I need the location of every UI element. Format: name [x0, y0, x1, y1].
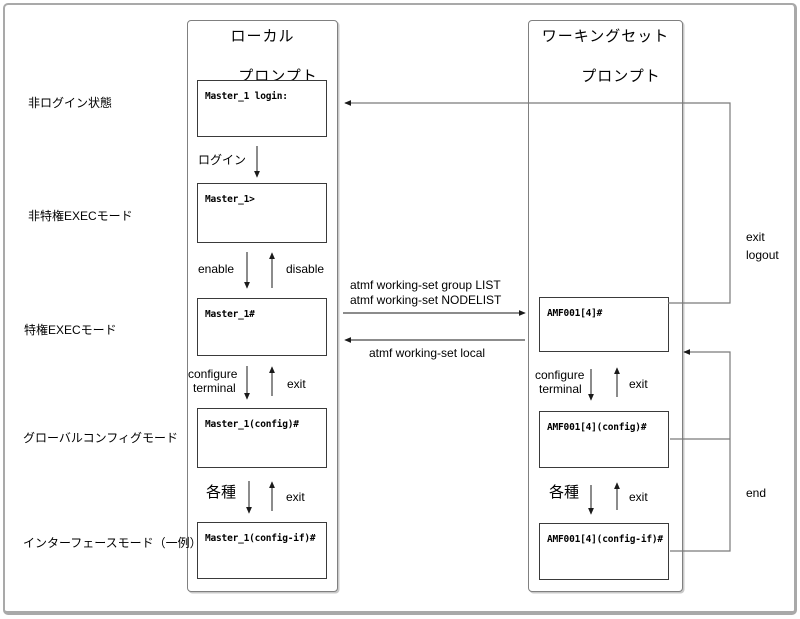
configure-label-ws: configure [535, 368, 585, 382]
mode-label-privileged-exec: 特権EXECモード [24, 323, 117, 337]
enable-label: enable [198, 262, 235, 276]
exit-label-ws-1: exit [629, 377, 648, 391]
configure-label-local: configure [188, 367, 238, 381]
atmf-group-list-label: atmf working-set group LIST [350, 278, 501, 292]
ws-title-line1: ワーキングセット [541, 28, 670, 45]
prompt-box-user-exec: Master_1> [197, 183, 327, 243]
prompt-box-ws-interface: AMF001[4](config-if)# [539, 523, 669, 580]
terminal-label-local: terminal [193, 381, 236, 395]
end-label: end [746, 486, 767, 500]
local-title-line1: ローカル [230, 28, 295, 45]
logout-label-return: logout [746, 248, 779, 262]
prompt-box-interface-mode: Master_1(config-if)# [197, 522, 327, 579]
prompt-box-ws-global-config: AMF001[4](config)# [539, 411, 669, 468]
exit-label-local-1: exit [287, 377, 306, 391]
disable-label: disable [286, 262, 325, 276]
mode-label-not-logged-in: 非ログイン状態 [28, 96, 113, 110]
terminal-label-ws: terminal [539, 382, 582, 396]
login-label: ログイン [198, 153, 247, 167]
various-label-local: 各種 [206, 484, 237, 501]
exit-label-ws-2: exit [629, 490, 648, 504]
prompt-box-login: Master_1 login: [197, 80, 327, 137]
atmf-nodelist-label: atmf working-set NODELIST [350, 293, 502, 307]
prompt-box-privileged-exec: Master_1# [197, 298, 327, 356]
prompt-box-global-config: Master_1(config)# [197, 408, 327, 468]
mode-label-user-exec: 非特権EXECモード [28, 209, 133, 223]
working-set-column-title: ワーキングセット プロンプト [529, 21, 682, 87]
mode-label-global-config: グローバルコンフィグモード [23, 431, 179, 445]
exit-label-return: exit [746, 230, 765, 244]
various-label-ws: 各種 [549, 484, 580, 501]
local-column-title: ローカル プロンプト [188, 21, 337, 87]
mode-label-interface-mode: インターフェースモード（一例） [23, 536, 202, 550]
atmf-local-label: atmf working-set local [369, 346, 486, 360]
prompt-box-ws-privileged: AMF001[4]# [539, 297, 669, 352]
ws-title-line2: プロンプト [581, 68, 661, 85]
exit-label-local-2: exit [286, 490, 305, 504]
